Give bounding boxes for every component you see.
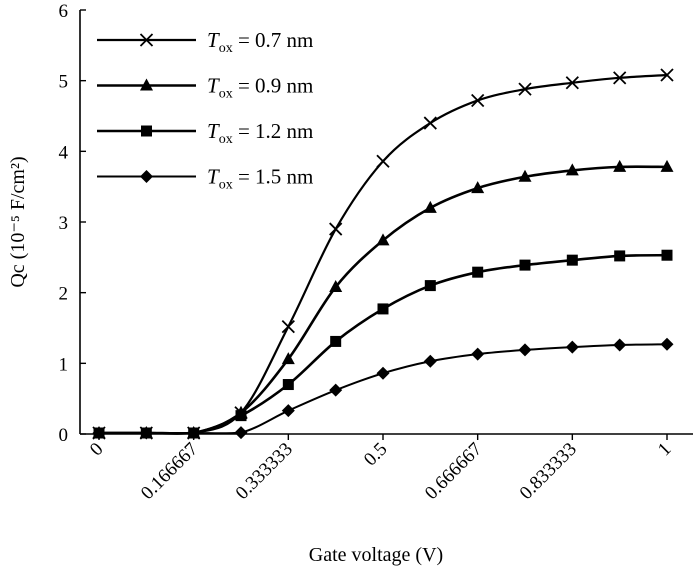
- data-point: [565, 163, 579, 176]
- data-point: [423, 354, 437, 368]
- data-point: [330, 335, 342, 347]
- data-point: [518, 343, 532, 357]
- data-point: [613, 71, 627, 85]
- data-point: [613, 338, 627, 352]
- data-point: [281, 352, 295, 365]
- x-tick-label: 0.5: [360, 439, 392, 471]
- x-axis-title: Gate voltage (V): [309, 544, 443, 566]
- data-point: [377, 303, 389, 315]
- legend-label: Tox = 0.7 nm: [207, 28, 313, 56]
- data-point: [613, 159, 627, 172]
- data-point: [376, 233, 390, 246]
- x-tick-label: 0.166667: [137, 439, 202, 504]
- data-point: [565, 340, 579, 354]
- data-point: [376, 366, 390, 380]
- y-tick-label: 4: [59, 142, 69, 163]
- plot-markers: [92, 68, 674, 440]
- data-point: [471, 347, 485, 361]
- data-point: [329, 383, 343, 397]
- data-point: [92, 426, 106, 440]
- data-point: [660, 337, 674, 351]
- y-tick-label: 1: [59, 354, 69, 375]
- x-tick-label: 0: [86, 439, 108, 461]
- data-point: [661, 249, 673, 261]
- data-point: [519, 259, 531, 271]
- x-tick-label: 1: [654, 439, 676, 461]
- data-point: [471, 93, 485, 108]
- data-point: [139, 426, 153, 440]
- data-point: [518, 169, 532, 182]
- y-tick-label: 5: [59, 72, 69, 93]
- data-point: [472, 266, 484, 278]
- y-tick-label: 2: [59, 284, 69, 305]
- axes: 0 1 2 3 4 5 6 0 0.166667 0.333333 0.5 0.666667 0.833…: [59, 1, 693, 504]
- data-point: [471, 181, 485, 194]
- data-point: [234, 426, 248, 440]
- data-point: [329, 280, 343, 293]
- data-point: [187, 426, 201, 440]
- data-point: [423, 200, 437, 213]
- data-point: [518, 82, 532, 96]
- data-point: [423, 116, 437, 130]
- data-point: [235, 410, 247, 422]
- legend-label: Tox = 0.9 nm: [207, 74, 313, 102]
- series-line-3: [98, 253, 668, 435]
- y-axis-title: Qc (10⁻⁵ F/cm²): [7, 156, 29, 287]
- data-point: [282, 379, 294, 391]
- y-tick-label: 0: [59, 425, 69, 446]
- x-tick-label: 0.666667: [421, 439, 486, 504]
- data-point: [660, 159, 674, 172]
- y-tick-label: 3: [59, 213, 69, 234]
- y-tick-label: 6: [59, 1, 69, 22]
- data-point: [660, 68, 674, 82]
- legend-marker: [140, 78, 153, 91]
- legend-marker: [141, 125, 152, 137]
- data-point: [424, 280, 436, 292]
- data-point: [614, 250, 626, 262]
- series-line-4: [98, 343, 668, 435]
- data-point: [281, 319, 295, 334]
- legend-marker: [140, 170, 153, 183]
- data-point: [281, 404, 295, 418]
- data-point: [376, 154, 390, 168]
- series-line-2: [98, 165, 668, 435]
- legend-label: Tox = 1.2 nm: [207, 119, 313, 147]
- data-point: [565, 76, 579, 90]
- legend-label: Tox = 1.5 nm: [207, 165, 313, 193]
- x-tick-label: 0.833333: [516, 439, 581, 504]
- data-point: [566, 254, 578, 266]
- data-point: [329, 222, 343, 236]
- legend: Tox = 0.7 nm Tox = 0.9 nm Tox = 1.2 nm Tox …: [97, 28, 313, 193]
- legend-marker: [139, 33, 154, 47]
- x-tick-label: 0.333333: [232, 439, 297, 504]
